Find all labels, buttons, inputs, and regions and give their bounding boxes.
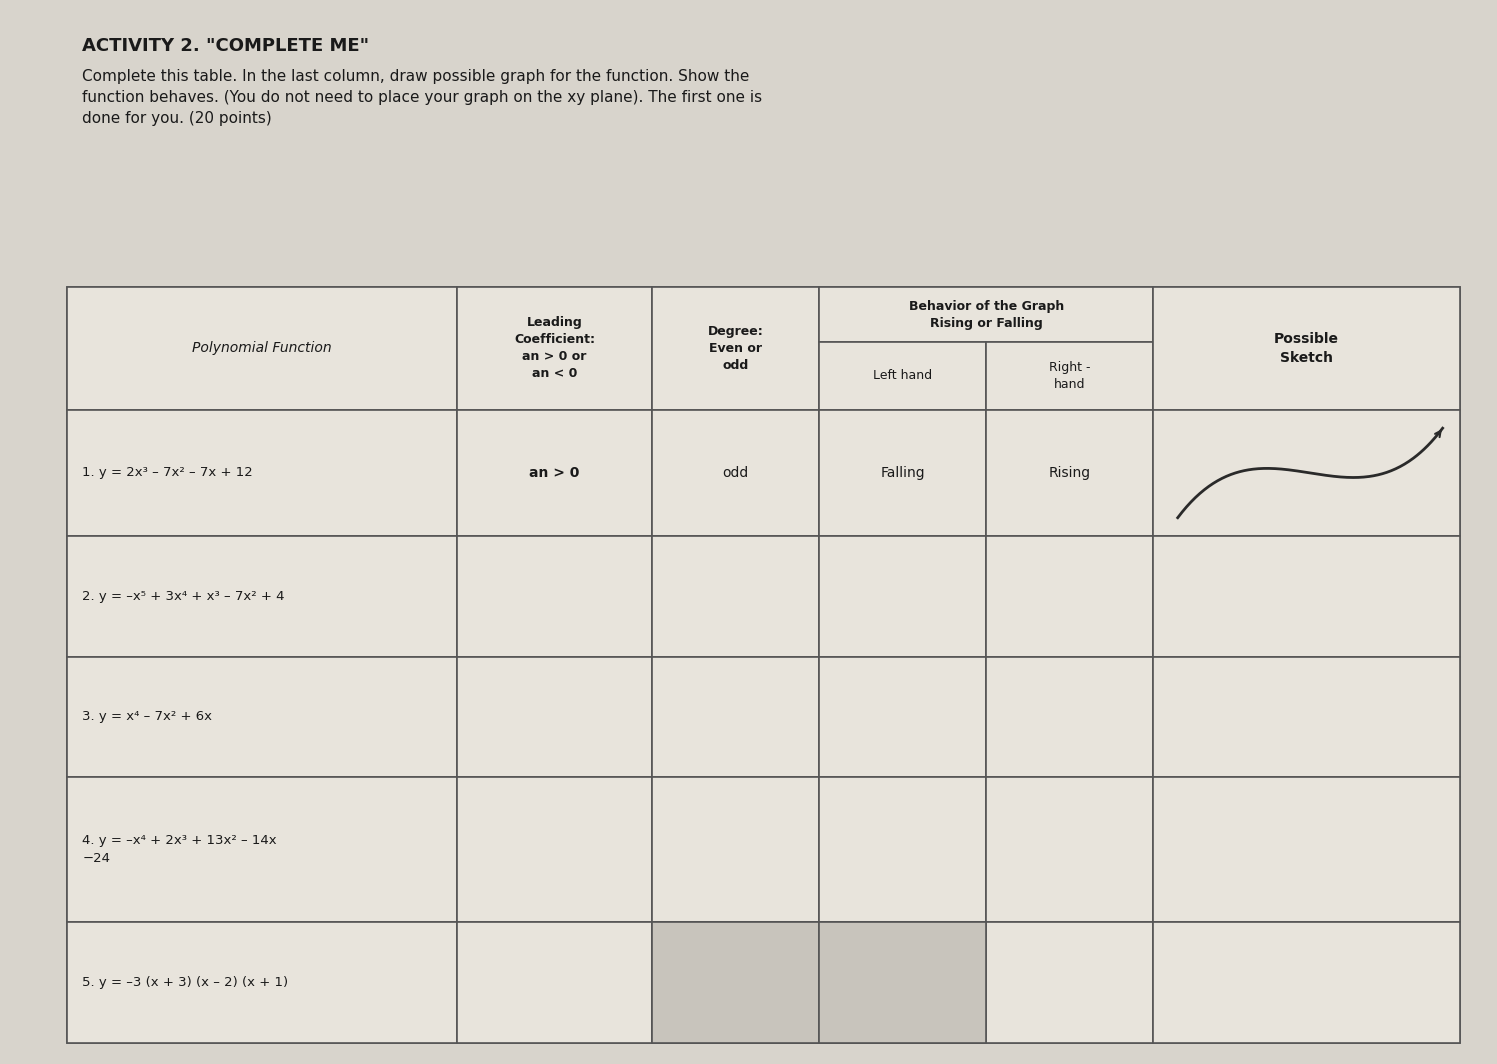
FancyBboxPatch shape [457,777,653,922]
FancyBboxPatch shape [653,777,819,922]
FancyBboxPatch shape [1153,287,1460,410]
Text: 1. y = 2x³ – 7x² – 7x + 12: 1. y = 2x³ – 7x² – 7x + 12 [82,466,253,480]
FancyBboxPatch shape [819,287,1153,343]
FancyBboxPatch shape [819,656,987,777]
Text: Leading
Coefficient:
an > 0 or
an < 0: Leading Coefficient: an > 0 or an < 0 [513,316,596,381]
FancyBboxPatch shape [457,287,653,410]
Text: Right -
hand: Right - hand [1049,361,1090,390]
FancyBboxPatch shape [819,410,987,536]
Text: 5. y = –3 (x + 3) (x – 2) (x + 1): 5. y = –3 (x + 3) (x – 2) (x + 1) [82,976,289,990]
FancyBboxPatch shape [67,777,457,922]
FancyBboxPatch shape [67,922,457,1043]
FancyBboxPatch shape [67,656,457,777]
FancyBboxPatch shape [819,777,987,922]
FancyBboxPatch shape [819,343,987,410]
FancyBboxPatch shape [457,536,653,656]
FancyBboxPatch shape [653,922,819,1043]
Text: Degree:
Even or
odd: Degree: Even or odd [708,325,763,372]
Text: odd: odd [723,466,748,480]
FancyBboxPatch shape [457,410,653,536]
FancyBboxPatch shape [819,922,987,1043]
Text: Possible
Sketch: Possible Sketch [1274,332,1338,365]
Text: 4. y = –x⁴ + 2x³ + 13x² – 14x
−24: 4. y = –x⁴ + 2x³ + 13x² – 14x −24 [82,834,277,865]
FancyBboxPatch shape [67,287,457,410]
FancyBboxPatch shape [1153,656,1460,777]
FancyBboxPatch shape [67,410,457,536]
Text: Left hand: Left hand [873,369,933,382]
FancyBboxPatch shape [67,287,1460,1043]
FancyBboxPatch shape [987,343,1153,410]
FancyBboxPatch shape [1153,536,1460,656]
FancyBboxPatch shape [653,656,819,777]
FancyBboxPatch shape [67,536,457,656]
FancyBboxPatch shape [987,922,1153,1043]
FancyBboxPatch shape [457,656,653,777]
FancyBboxPatch shape [1153,777,1460,922]
FancyBboxPatch shape [987,410,1153,536]
Text: an > 0: an > 0 [530,466,579,480]
Text: Falling: Falling [880,466,925,480]
FancyBboxPatch shape [653,410,819,536]
FancyBboxPatch shape [653,922,819,1043]
Text: 2. y = –x⁵ + 3x⁴ + x³ – 7x² + 4: 2. y = –x⁵ + 3x⁴ + x³ – 7x² + 4 [82,589,284,603]
FancyBboxPatch shape [653,536,819,656]
Text: Complete this table. In the last column, draw possible graph for the function. S: Complete this table. In the last column,… [82,69,762,127]
Text: 3. y = x⁴ – 7x² + 6x: 3. y = x⁴ – 7x² + 6x [82,710,213,724]
Text: Rising: Rising [1049,466,1091,480]
Text: Behavior of the Graph
Rising or Falling: Behavior of the Graph Rising or Falling [909,300,1064,330]
FancyBboxPatch shape [1153,410,1460,536]
FancyBboxPatch shape [653,287,819,410]
FancyBboxPatch shape [987,656,1153,777]
FancyBboxPatch shape [1153,922,1460,1043]
Text: Polynomial Function: Polynomial Function [193,342,332,355]
FancyBboxPatch shape [987,536,1153,656]
FancyBboxPatch shape [457,922,653,1043]
FancyBboxPatch shape [987,777,1153,922]
FancyBboxPatch shape [819,536,987,656]
Text: ACTIVITY 2. "COMPLETE ME": ACTIVITY 2. "COMPLETE ME" [82,37,370,55]
FancyBboxPatch shape [819,922,987,1043]
